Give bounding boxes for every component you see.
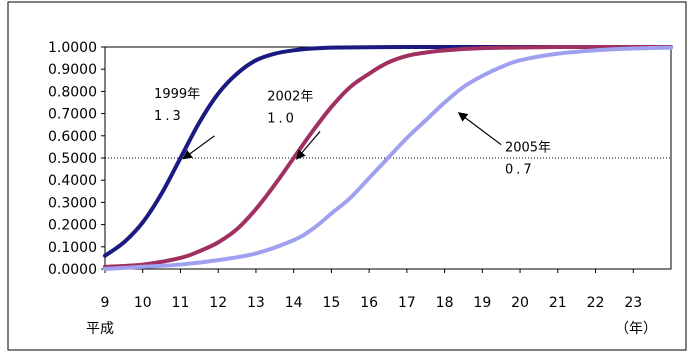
y-tick-label: 0.6000 — [48, 129, 97, 145]
x-tick-label: 13 — [247, 295, 265, 311]
y-tick-label: 0.0000 — [48, 262, 97, 278]
x-tick-label: 12 — [209, 295, 227, 311]
x-tick-label: 23 — [624, 295, 642, 311]
x-tick-label: 10 — [134, 295, 152, 311]
y-tick-label: 0.2000 — [48, 218, 97, 234]
annotation-value-1: 1.3 — [154, 109, 184, 124]
x-era-label: 平成 — [86, 321, 114, 337]
annotation-arrow-1 — [182, 135, 215, 160]
chart-outer-border — [7, 1, 687, 351]
series-line-3 — [103, 45, 673, 271]
x-tick-label: 21 — [549, 295, 567, 311]
x-tick-label: 15 — [322, 295, 340, 311]
annotations: 1999年 1.3 2002年 1.0 2005年 0.7 — [154, 87, 551, 177]
y-tick-label: 0.4000 — [48, 173, 97, 189]
annotation-arrow-3 — [457, 112, 502, 146]
x-tick-label: 22 — [587, 295, 605, 311]
y-tick-label: 0.7000 — [48, 107, 97, 123]
series-layer — [103, 44, 673, 271]
x-tick-label: 9 — [101, 295, 110, 311]
x-tick-label: 17 — [398, 295, 416, 311]
annotation-value-2: 1.0 — [267, 111, 297, 126]
y-tick-label: 1.0000 — [48, 40, 97, 56]
y-tick-label: 0.1000 — [48, 240, 97, 256]
y-tick-label: 0.5000 — [48, 151, 97, 167]
x-axis-tick-labels: 9 10 11 12 13 14 15 16 17 18 19 20 21 22 23 — [101, 269, 642, 311]
y-tick-label: 0.8000 — [48, 84, 97, 100]
x-tick-label: 20 — [511, 295, 529, 311]
series-line-2 — [103, 44, 673, 269]
x-tick-label: 14 — [285, 295, 303, 311]
annotation-value-3: 0.7 — [505, 162, 535, 177]
x-tick-label: 11 — [172, 295, 190, 311]
annotation-year-2: 2002年 — [267, 89, 313, 104]
annotation-year-1: 1999年 — [154, 87, 200, 102]
x-tick-label: 19 — [473, 295, 491, 311]
y-tick-label: 0.9000 — [48, 62, 97, 78]
x-tick-label: 18 — [436, 295, 454, 311]
annotation-arrow-2 — [295, 130, 321, 160]
x-unit-label: （年） — [615, 321, 657, 337]
y-axis-tick-labels: 0.0000 0.1000 0.2000 0.3000 0.4000 0.5000 0.60… — [48, 40, 105, 278]
x-tick-label: 16 — [360, 295, 378, 311]
annotation-year-3: 2005年 — [505, 140, 551, 155]
y-tick-label: 0.3000 — [48, 195, 97, 211]
